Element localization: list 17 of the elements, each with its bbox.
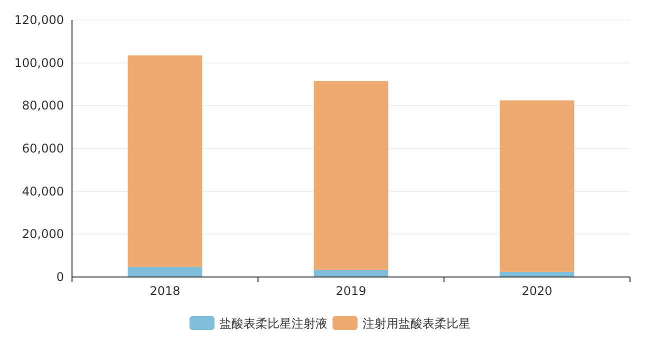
y-tick-label: 100,000 — [14, 56, 64, 70]
bar — [128, 266, 202, 277]
y-tick-label: 20,000 — [22, 227, 64, 242]
x-tick-label: 2020 — [522, 284, 552, 298]
y-tick-label: 0 — [56, 270, 64, 284]
legend-label: 注射用盐酸表柔比星 — [362, 316, 470, 330]
y-tick-label: 40,000 — [22, 184, 64, 198]
y-tick-label: 80,000 — [22, 98, 64, 113]
x-tick-label: 2019 — [336, 284, 366, 298]
y-tick-label: 120,000 — [14, 13, 64, 27]
bar — [500, 100, 574, 272]
bar — [314, 270, 388, 277]
bar — [314, 81, 388, 270]
x-tick-label: 2018 — [150, 284, 180, 298]
y-tick-label: 60,000 — [22, 142, 64, 156]
legend-label: 盐酸表柔比星注射液 — [220, 316, 328, 330]
bar — [128, 55, 202, 267]
